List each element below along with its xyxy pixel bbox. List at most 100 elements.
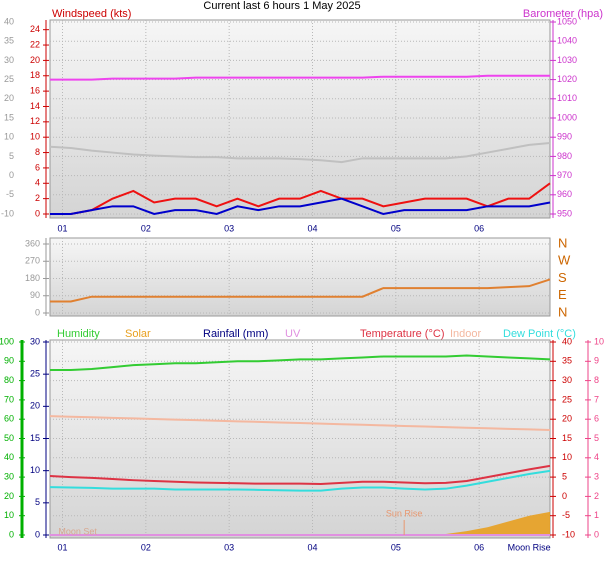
y-tick-label: 7: [594, 394, 599, 404]
line: [50, 74, 550, 81]
y-tick-label: -10: [562, 529, 575, 539]
y-tick-label: 1010: [557, 93, 577, 103]
y-tick-label: 1020: [557, 74, 577, 84]
y-tick-label: 0: [9, 170, 14, 180]
y-tick-label: 16: [30, 85, 40, 95]
y-tick-label: 12: [30, 116, 40, 126]
y-tick-label: 2: [35, 193, 40, 203]
x-tick-label: 05: [391, 542, 401, 552]
x-tick-label: 01: [57, 223, 67, 233]
x-tick-label: 04: [307, 223, 317, 233]
y-tick-label: 15: [30, 433, 40, 443]
line: [50, 354, 551, 371]
y-tick-label: 960: [557, 189, 572, 199]
line: [49, 141, 551, 164]
y-tick-label: 10: [30, 132, 40, 142]
x-tick-label: 02: [141, 542, 151, 552]
y-tick-label: 35: [562, 356, 572, 366]
legend-entry: Indoor: [450, 328, 482, 340]
y2-axis-label: Barometer (hpa): [523, 8, 603, 20]
y-tick-label: 70: [4, 394, 14, 404]
y-tick-label: 0: [9, 529, 14, 539]
y-tick-label: 20: [4, 491, 14, 501]
y-tick-label: 2: [594, 491, 599, 501]
y-tick-label: 30: [4, 55, 14, 65]
y-tick-label: 25: [30, 369, 40, 379]
y-tick-label: 50: [4, 433, 14, 443]
y-tick-label: 90: [30, 290, 40, 300]
x-tick-label: 06: [474, 542, 484, 552]
y-tick-label: 10: [562, 452, 572, 462]
line: [50, 197, 551, 216]
y-tick-label: 5: [594, 433, 599, 443]
chart-title: Current last 6 hours 1 May 2025: [203, 0, 360, 12]
y-tick-label: 24: [30, 24, 40, 34]
y-tick-label: 6: [35, 162, 40, 172]
legend-entry: Humidity: [57, 328, 100, 340]
y-tick-label: 6: [594, 414, 599, 424]
y-tick-label: 60: [4, 414, 14, 424]
y-tick-label: 270: [25, 256, 40, 266]
annotation: Moon Rise: [508, 542, 551, 552]
y-tick-label: 950: [557, 208, 572, 218]
y-tick-label: 9: [594, 356, 599, 366]
annotation: Moon Set: [58, 526, 97, 536]
y-axis-label: Windspeed (kts): [52, 8, 131, 20]
x-tick-label: 03: [224, 223, 234, 233]
y-tick-label: 30: [562, 375, 572, 385]
y-tick-label: 8: [35, 147, 40, 157]
y-tick-label: 1030: [557, 55, 577, 65]
y-tick-label: 10: [30, 465, 40, 475]
y-tick-label: 0: [35, 529, 40, 539]
y-tick-label: 10: [594, 336, 604, 346]
y-tick-label: 0: [35, 208, 40, 218]
y-tick-label: 3: [594, 471, 599, 481]
y-tick-label: 4: [35, 178, 40, 188]
y-tick-label: -10: [1, 208, 14, 218]
y-tick-label: 5: [562, 471, 567, 481]
y-tick-label: 80: [4, 375, 14, 385]
y-tick-label: 25: [562, 394, 572, 404]
y-tick-label: 20: [30, 401, 40, 411]
y-tick-label: 20: [4, 93, 14, 103]
legend-entry: Temperature (°C): [360, 328, 444, 340]
y-tick-label: 20: [562, 414, 572, 424]
y-tick-label: -5: [6, 189, 14, 199]
y-tick-label: 40: [4, 16, 14, 26]
y-tick-label: S: [558, 270, 567, 285]
y-tick-label: 15: [4, 112, 14, 122]
line: [50, 182, 551, 215]
y-tick-label: 40: [562, 336, 572, 346]
y-tick-label: 15: [562, 433, 572, 443]
y-tick-label: 360: [25, 238, 40, 248]
x-tick-label: 04: [307, 542, 317, 552]
line: [49, 464, 551, 486]
x-tick-label: 01: [57, 542, 67, 552]
x-tick-label: 05: [391, 223, 401, 233]
y-tick-label: 30: [30, 336, 40, 346]
y-tick-label: 100: [0, 336, 14, 346]
line: [50, 278, 551, 303]
y-tick-label: 20: [30, 55, 40, 65]
y-tick-label: 1: [594, 510, 599, 520]
y-tick-label: 25: [4, 74, 14, 84]
y-tick-label: 90: [4, 356, 14, 366]
plot-area: [49, 237, 551, 317]
area: [50, 511, 550, 535]
y-tick-label: 8: [594, 375, 599, 385]
y-tick-label: 0: [562, 491, 567, 501]
y-tick-label: 0: [35, 307, 40, 317]
y-tick-label: E: [558, 287, 567, 302]
y-tick-label: 35: [4, 36, 14, 46]
y-tick-label: 22: [30, 39, 40, 49]
y-tick-label: -5: [562, 510, 570, 520]
y-tick-label: N: [558, 304, 567, 319]
y-tick-label: 990: [557, 132, 572, 142]
y-tick-label: 10: [4, 510, 14, 520]
x-tick-label: 02: [141, 223, 151, 233]
y-tick-label: 14: [30, 101, 40, 111]
y-tick-label: 1050: [557, 16, 577, 26]
y-tick-label: 980: [557, 151, 572, 161]
